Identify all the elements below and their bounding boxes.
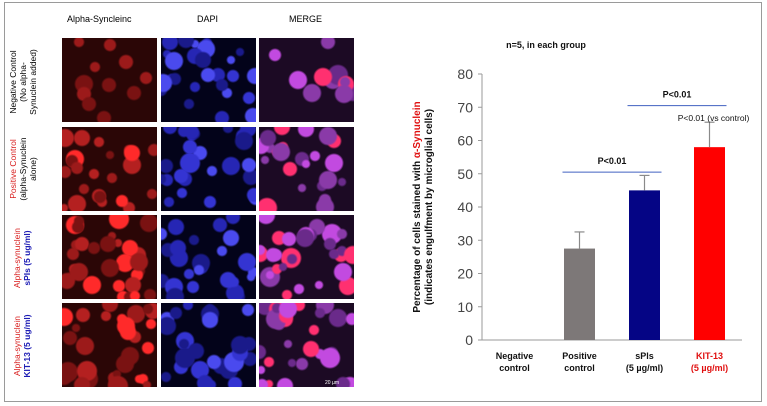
- x-tick-label: control: [564, 363, 595, 373]
- x-tick-label: KIT-13: [696, 351, 723, 361]
- x-tick-label: sPls: [635, 351, 654, 361]
- y-tick-label: 50: [457, 166, 473, 182]
- micrograph-tile: [259, 38, 354, 122]
- micrograph-tile: [62, 303, 157, 387]
- column-title-dapi: DAPI: [197, 14, 219, 24]
- micrograph-tile: [259, 215, 354, 299]
- y-tick-label: 20: [457, 266, 473, 282]
- y-tick-label: 80: [457, 66, 473, 82]
- x-tick-label: Positive: [562, 351, 597, 361]
- significance-label: P<0.01 (vs control): [678, 113, 750, 123]
- micrograph-tile: [62, 215, 157, 299]
- significance-label: P<0.01: [598, 156, 627, 166]
- bar: [629, 190, 660, 340]
- x-tick-label: control: [499, 363, 530, 373]
- y-tick-label: 0: [465, 332, 473, 348]
- column-title-alpha-synuclein: Alpha-Syncleinc: [67, 14, 132, 24]
- svg-text:Percentage of cells stained wi: Percentage of cells stained with α-Synuc…: [412, 101, 423, 312]
- chart-title: n=5, in each group: [506, 40, 586, 50]
- y-tick-label: 70: [457, 99, 473, 115]
- micrograph-tile: [161, 127, 256, 211]
- micrograph-tile: [259, 127, 354, 211]
- micrograph-tile: [259, 303, 354, 387]
- x-tick-label: (5 µg/ml): [691, 363, 728, 373]
- micrograph-tile: [62, 38, 157, 122]
- scale-bar-label: 20 µm: [325, 380, 339, 386]
- y-tick-label: 10: [457, 299, 473, 315]
- x-tick-label: Negative: [496, 351, 534, 361]
- y-axis-label-text: Percentage of cells stained with: [412, 158, 423, 313]
- y-axis-label-line2: (indicates engulfment by microglial cell…: [424, 109, 435, 305]
- figure-frame: [4, 2, 762, 402]
- y-tick-label: 40: [457, 199, 473, 215]
- bar: [694, 147, 725, 340]
- plot-area: 0 10 20 30 40 50 60 70 80 Negative control Positive…: [457, 66, 749, 373]
- bar: [564, 248, 595, 340]
- significance-label: P<0.01: [663, 90, 692, 100]
- scale-bar: [325, 389, 347, 390]
- micrograph-tile: [161, 38, 256, 122]
- x-tick-label: (5 µg/ml): [626, 363, 663, 373]
- y-axis-label: Percentage of cells stained with α-Synuc…: [412, 101, 435, 312]
- column-title-merge: MERGE: [289, 14, 323, 24]
- micrograph-tile: [161, 215, 256, 299]
- micrograph-tile: [62, 127, 157, 211]
- y-tick-label: 30: [457, 232, 473, 248]
- y-axis-label-highlight: α-Synuclein: [412, 101, 423, 158]
- y-tick-label: 60: [457, 133, 473, 149]
- micrograph-tile: [161, 303, 256, 387]
